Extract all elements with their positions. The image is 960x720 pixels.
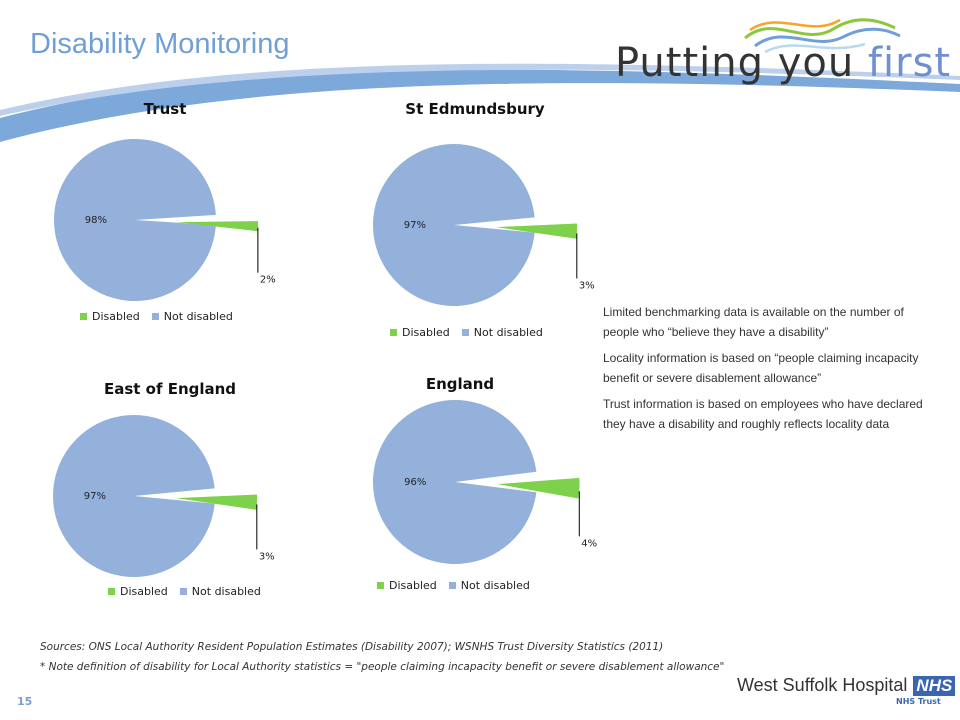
legend-item-disabled: Disabled [377,579,437,592]
pie-slice-not-disabled [52,415,215,577]
data-label-disabled: 3% [579,280,595,291]
data-label-not-disabled: 97% [404,220,426,231]
brand-tagline-a: Putting you [615,40,855,86]
brand-waves-logo [744,18,901,54]
chart-title: Trust [143,100,187,118]
chart-trust: Trust 2% 98% Disabled Not disabled [40,95,300,335]
chart-st-edmundsbury: St Edmundsbury 3% 97% Disabled Not disabl… [360,95,620,345]
legend-swatch-disabled [108,588,115,595]
legend-swatch-disabled [390,329,397,336]
note-benchmarking: Limited benchmarking data is available o… [603,305,904,339]
org-logo: West Suffolk Hospital NHS [737,675,956,696]
legend-item-not-disabled: Not disabled [448,579,530,592]
chart-legend: Disabled Not disabled [390,326,543,339]
legend-swatch-not-disabled [461,329,469,336]
legend-item-disabled: Disabled [390,326,450,339]
pie-slice-disabled [496,223,578,239]
legend-label-disabled: Disabled [389,579,437,592]
legend-item-not-disabled: Not disabled [151,310,233,323]
slide-number: 15 [17,695,33,708]
chart-title: St Edmundsbury [405,100,545,118]
data-label-disabled: 4% [581,538,597,549]
pie-slice-not-disabled [54,139,216,301]
legend-swatch-not-disabled [179,588,187,595]
chart-legend: Disabled Not disabled [108,585,261,598]
chart-legend: Disabled Not disabled [80,310,233,323]
pie-slice-disabled [176,494,258,510]
legend-item-not-disabled: Not disabled [461,326,543,339]
note-locality: Locality information is based on “people… [603,351,919,385]
legend-item-not-disabled: Not disabled [179,585,261,598]
org-name: West Suffolk Hospital [737,675,908,695]
data-label-disabled: 3% [259,551,275,562]
legend-label-not-disabled: Not disabled [191,585,261,598]
legend-label-disabled: Disabled [402,326,450,339]
legend-label-not-disabled: Not disabled [163,310,233,323]
legend-swatch-not-disabled [448,582,456,589]
note-trust: Trust information is based on employees … [603,397,923,431]
chart-england: England 4% 96% Disabled Not disabled [360,370,620,600]
legend-item-disabled: Disabled [108,585,168,598]
pie-slice-not-disabled [373,144,535,306]
legend-label-not-disabled: Not disabled [473,326,543,339]
brand-tagline: Putting you first [615,40,951,86]
pie-chart-trust: 2% 98% [54,139,276,301]
chart-legend: Disabled Not disabled [377,579,530,592]
page-title: Disability Monitoring [30,28,290,60]
legend-label-disabled: Disabled [92,310,140,323]
pie-chart-east-of-england: 3% 97% [52,415,275,577]
legend-item-disabled: Disabled [80,310,140,323]
header-swoosh [0,63,960,142]
pie-slice-disabled [177,221,259,232]
notes-panel: Limited benchmarking data is available o… [603,302,933,440]
chart-title: England [425,375,495,393]
definition-note: * Note definition of disability for Loca… [40,661,725,673]
legend-swatch-not-disabled [151,313,159,320]
pie-slice-disabled [497,477,580,499]
data-label-not-disabled: 97% [84,491,106,502]
pie-chart-england: 4% 96% [373,400,597,564]
brand-tagline-b: first [867,40,952,86]
legend-label-not-disabled: Not disabled [460,579,530,592]
legend-swatch-disabled [377,582,384,589]
chart-title: East of England [103,380,237,398]
org-subtitle: NHS Trust [896,697,941,706]
sources-line: Sources: ONS Local Authority Resident Po… [40,641,664,653]
chart-east-of-england: East of England 3% 97% Disabled Not disab… [40,370,300,605]
legend-swatch-disabled [80,313,87,320]
legend-label-disabled: Disabled [120,585,168,598]
data-label-not-disabled: 96% [404,477,426,488]
data-label-disabled: 2% [260,275,276,286]
data-label-not-disabled: 98% [85,215,107,226]
sources-footnote: Sources: ONS Local Authority Resident Po… [40,637,724,677]
pie-chart-st-edmundsbury: 3% 97% [373,144,595,306]
pie-slice-not-disabled [373,400,537,564]
nhs-badge: NHS [913,676,956,696]
